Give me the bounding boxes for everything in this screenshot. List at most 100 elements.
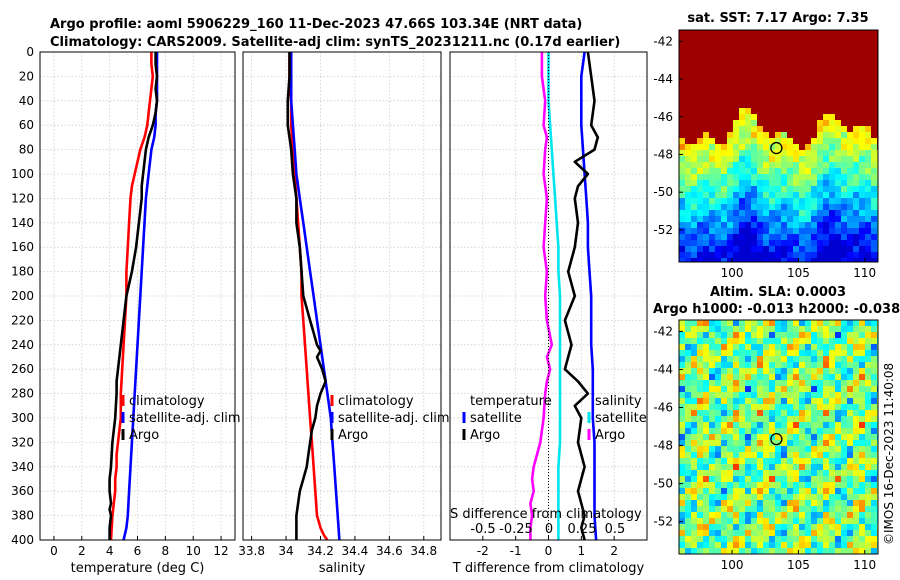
map-cell	[781, 332, 788, 339]
map-cell	[715, 338, 722, 345]
map-cell	[781, 90, 788, 97]
map-cell	[823, 386, 830, 393]
legend-label: Argo	[595, 428, 625, 443]
map-cell	[841, 416, 848, 423]
map-cell	[835, 174, 842, 181]
map-cell	[871, 536, 878, 543]
map-cell	[691, 332, 698, 339]
map-cell	[697, 198, 704, 205]
map-cell	[745, 458, 752, 465]
map-cell	[703, 78, 710, 85]
map-cell	[721, 428, 728, 435]
map-cell	[727, 446, 734, 453]
map-cell	[793, 488, 800, 495]
map-cell	[727, 368, 734, 375]
map-y-tick-label: -46	[653, 401, 673, 415]
map-cell	[757, 356, 764, 363]
map-cell	[853, 332, 860, 339]
map-cell	[679, 36, 686, 43]
map-cell	[841, 108, 848, 115]
map-cell	[775, 500, 782, 507]
map-cell	[823, 542, 830, 549]
map-cell	[787, 120, 794, 127]
map-cell	[799, 120, 806, 127]
map-cell	[775, 434, 782, 441]
map-cell	[715, 78, 722, 85]
map-cell	[823, 234, 830, 241]
map-cell	[751, 204, 758, 211]
map-cell	[679, 102, 686, 109]
map-cell	[835, 72, 842, 79]
map-cell	[697, 84, 704, 91]
map-cell	[811, 246, 818, 253]
map-cell	[763, 476, 770, 483]
map-cell	[853, 216, 860, 223]
map-cell	[751, 252, 758, 259]
map-cell	[781, 326, 788, 333]
map-cell	[835, 452, 842, 459]
map-cell	[769, 126, 776, 133]
map-cell	[835, 506, 842, 513]
map-cell	[817, 356, 824, 363]
map-cell	[865, 362, 872, 369]
map-cell	[709, 470, 716, 477]
map-cell	[811, 350, 818, 357]
map-cell	[871, 204, 878, 211]
map-cell	[781, 42, 788, 49]
map-cell	[751, 66, 758, 73]
map-cell	[751, 126, 758, 133]
map-cell	[829, 162, 836, 169]
map-cell	[781, 482, 788, 489]
map-cell	[865, 404, 872, 411]
map-cell	[847, 506, 854, 513]
map-cell	[835, 536, 842, 543]
map-cell	[829, 132, 836, 139]
map-cell	[829, 222, 836, 229]
map-cell	[799, 440, 806, 447]
map-cell	[841, 434, 848, 441]
map-cell	[763, 186, 770, 193]
map-cell	[727, 398, 734, 405]
map-cell	[739, 48, 746, 55]
map-cell	[757, 180, 764, 187]
map-cell	[799, 344, 806, 351]
map-cell	[715, 192, 722, 199]
map-cell	[799, 386, 806, 393]
map-cell	[829, 488, 836, 495]
map-cell	[679, 482, 686, 489]
map-cell	[751, 320, 758, 327]
map-cell	[853, 320, 860, 327]
map-cell	[871, 192, 878, 199]
map-cell	[769, 204, 776, 211]
series-line-satellite-adj-clim	[289, 52, 341, 541]
map-cell	[847, 320, 854, 327]
map-cell	[679, 108, 686, 115]
map-cell	[691, 246, 698, 253]
map-cell	[745, 548, 752, 555]
map-cell	[775, 102, 782, 109]
map-cell	[703, 120, 710, 127]
map-cell	[739, 446, 746, 453]
map-cell	[817, 518, 824, 525]
map-cell	[793, 506, 800, 513]
map-cell	[763, 374, 770, 381]
map-cell	[733, 180, 740, 187]
map-cell	[805, 30, 812, 37]
map-cell	[763, 452, 770, 459]
map-cell	[823, 162, 830, 169]
map-cell	[817, 216, 824, 223]
map-cell	[853, 174, 860, 181]
map-cell	[697, 210, 704, 217]
map-cell	[817, 476, 824, 483]
map-cell	[793, 326, 800, 333]
map-cell	[871, 90, 878, 97]
map-cell	[817, 428, 824, 435]
map-cell	[859, 416, 866, 423]
map-cell	[829, 536, 836, 543]
map-cell	[697, 240, 704, 247]
map-cell	[829, 210, 836, 217]
map-cell	[817, 470, 824, 477]
map-cell	[853, 392, 860, 399]
map-cell	[841, 240, 848, 247]
map-cell	[811, 30, 818, 37]
